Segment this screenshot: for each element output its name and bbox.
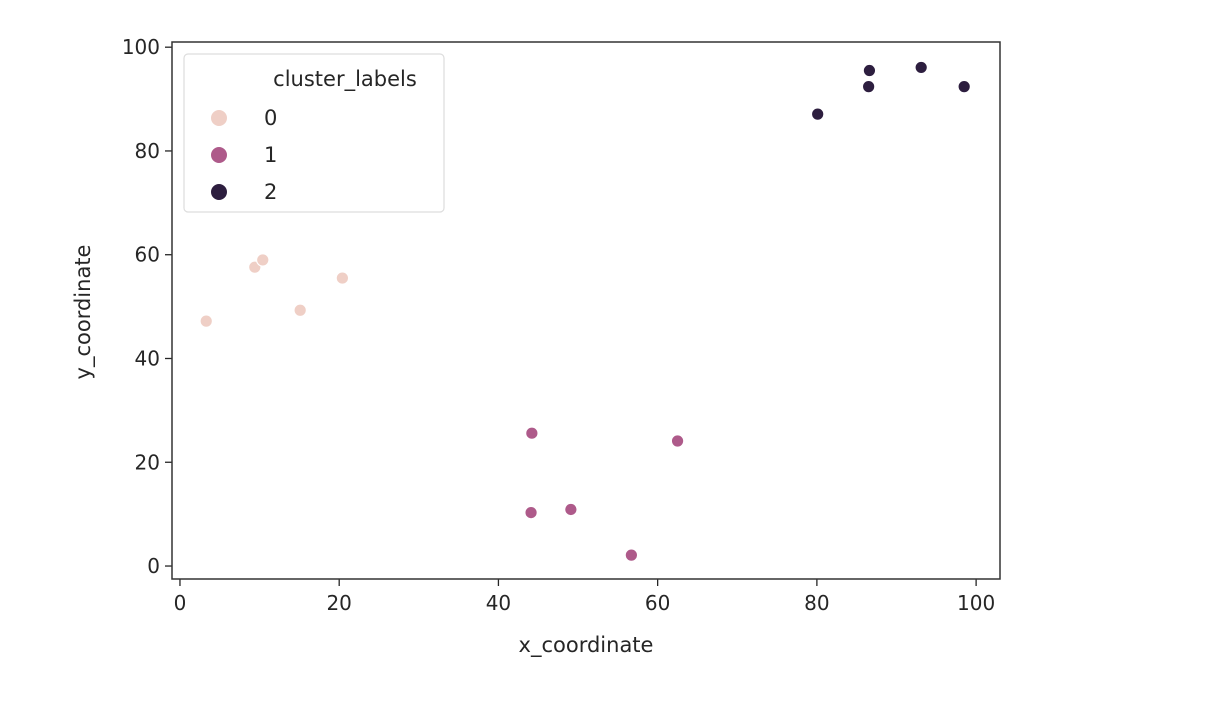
data-point-cluster-0 <box>255 253 270 267</box>
y-tick-label: 0 <box>147 554 160 578</box>
y-tick-label: 80 <box>135 139 160 163</box>
data-point-cluster-0 <box>199 314 214 328</box>
plot-frame <box>171 41 1001 580</box>
legend-marker-0 <box>210 109 228 127</box>
x-axis-label: x_coordinate <box>519 633 654 658</box>
legend-label-0: 0 <box>264 106 277 130</box>
data-point-cluster-2 <box>862 63 877 78</box>
legend-title: cluster_labels <box>273 67 417 92</box>
data-point-cluster-1 <box>524 505 538 520</box>
y-tick-label: 60 <box>135 243 160 267</box>
y-axis-label: y_coordinate <box>71 245 96 380</box>
y-tick-label: 40 <box>135 346 160 370</box>
data-point-cluster-1 <box>670 434 685 448</box>
legend-box <box>183 53 445 213</box>
points-layer <box>199 60 971 562</box>
x-tick-label: 20 <box>326 591 351 615</box>
data-point-cluster-2 <box>957 79 971 94</box>
legend-marker-2 <box>210 183 228 201</box>
legend: cluster_labels 0 1 2 <box>183 53 445 213</box>
data-point-cluster-0 <box>293 303 307 318</box>
plot-frame-layer <box>171 41 1001 580</box>
x-tick-label: 0 <box>174 591 187 615</box>
x-tick-label: 80 <box>804 591 829 615</box>
x-tick-label: 40 <box>486 591 511 615</box>
legend-label-1: 1 <box>264 143 277 167</box>
legend-marker-1 <box>210 146 228 164</box>
x-tick-label: 60 <box>645 591 670 615</box>
data-point-cluster-1 <box>624 548 639 562</box>
x-tick-label: 100 <box>957 591 995 615</box>
data-point-cluster-1 <box>564 502 578 517</box>
data-point-cluster-0 <box>335 271 350 285</box>
data-point-cluster-2 <box>861 79 876 94</box>
data-point-cluster-2 <box>914 60 928 75</box>
y-tick-label: 20 <box>135 450 160 474</box>
legend-label-2: 2 <box>264 180 277 204</box>
data-point-cluster-1 <box>525 426 539 441</box>
data-point-cluster-2 <box>810 107 825 121</box>
y-tick-label: 100 <box>122 35 160 59</box>
